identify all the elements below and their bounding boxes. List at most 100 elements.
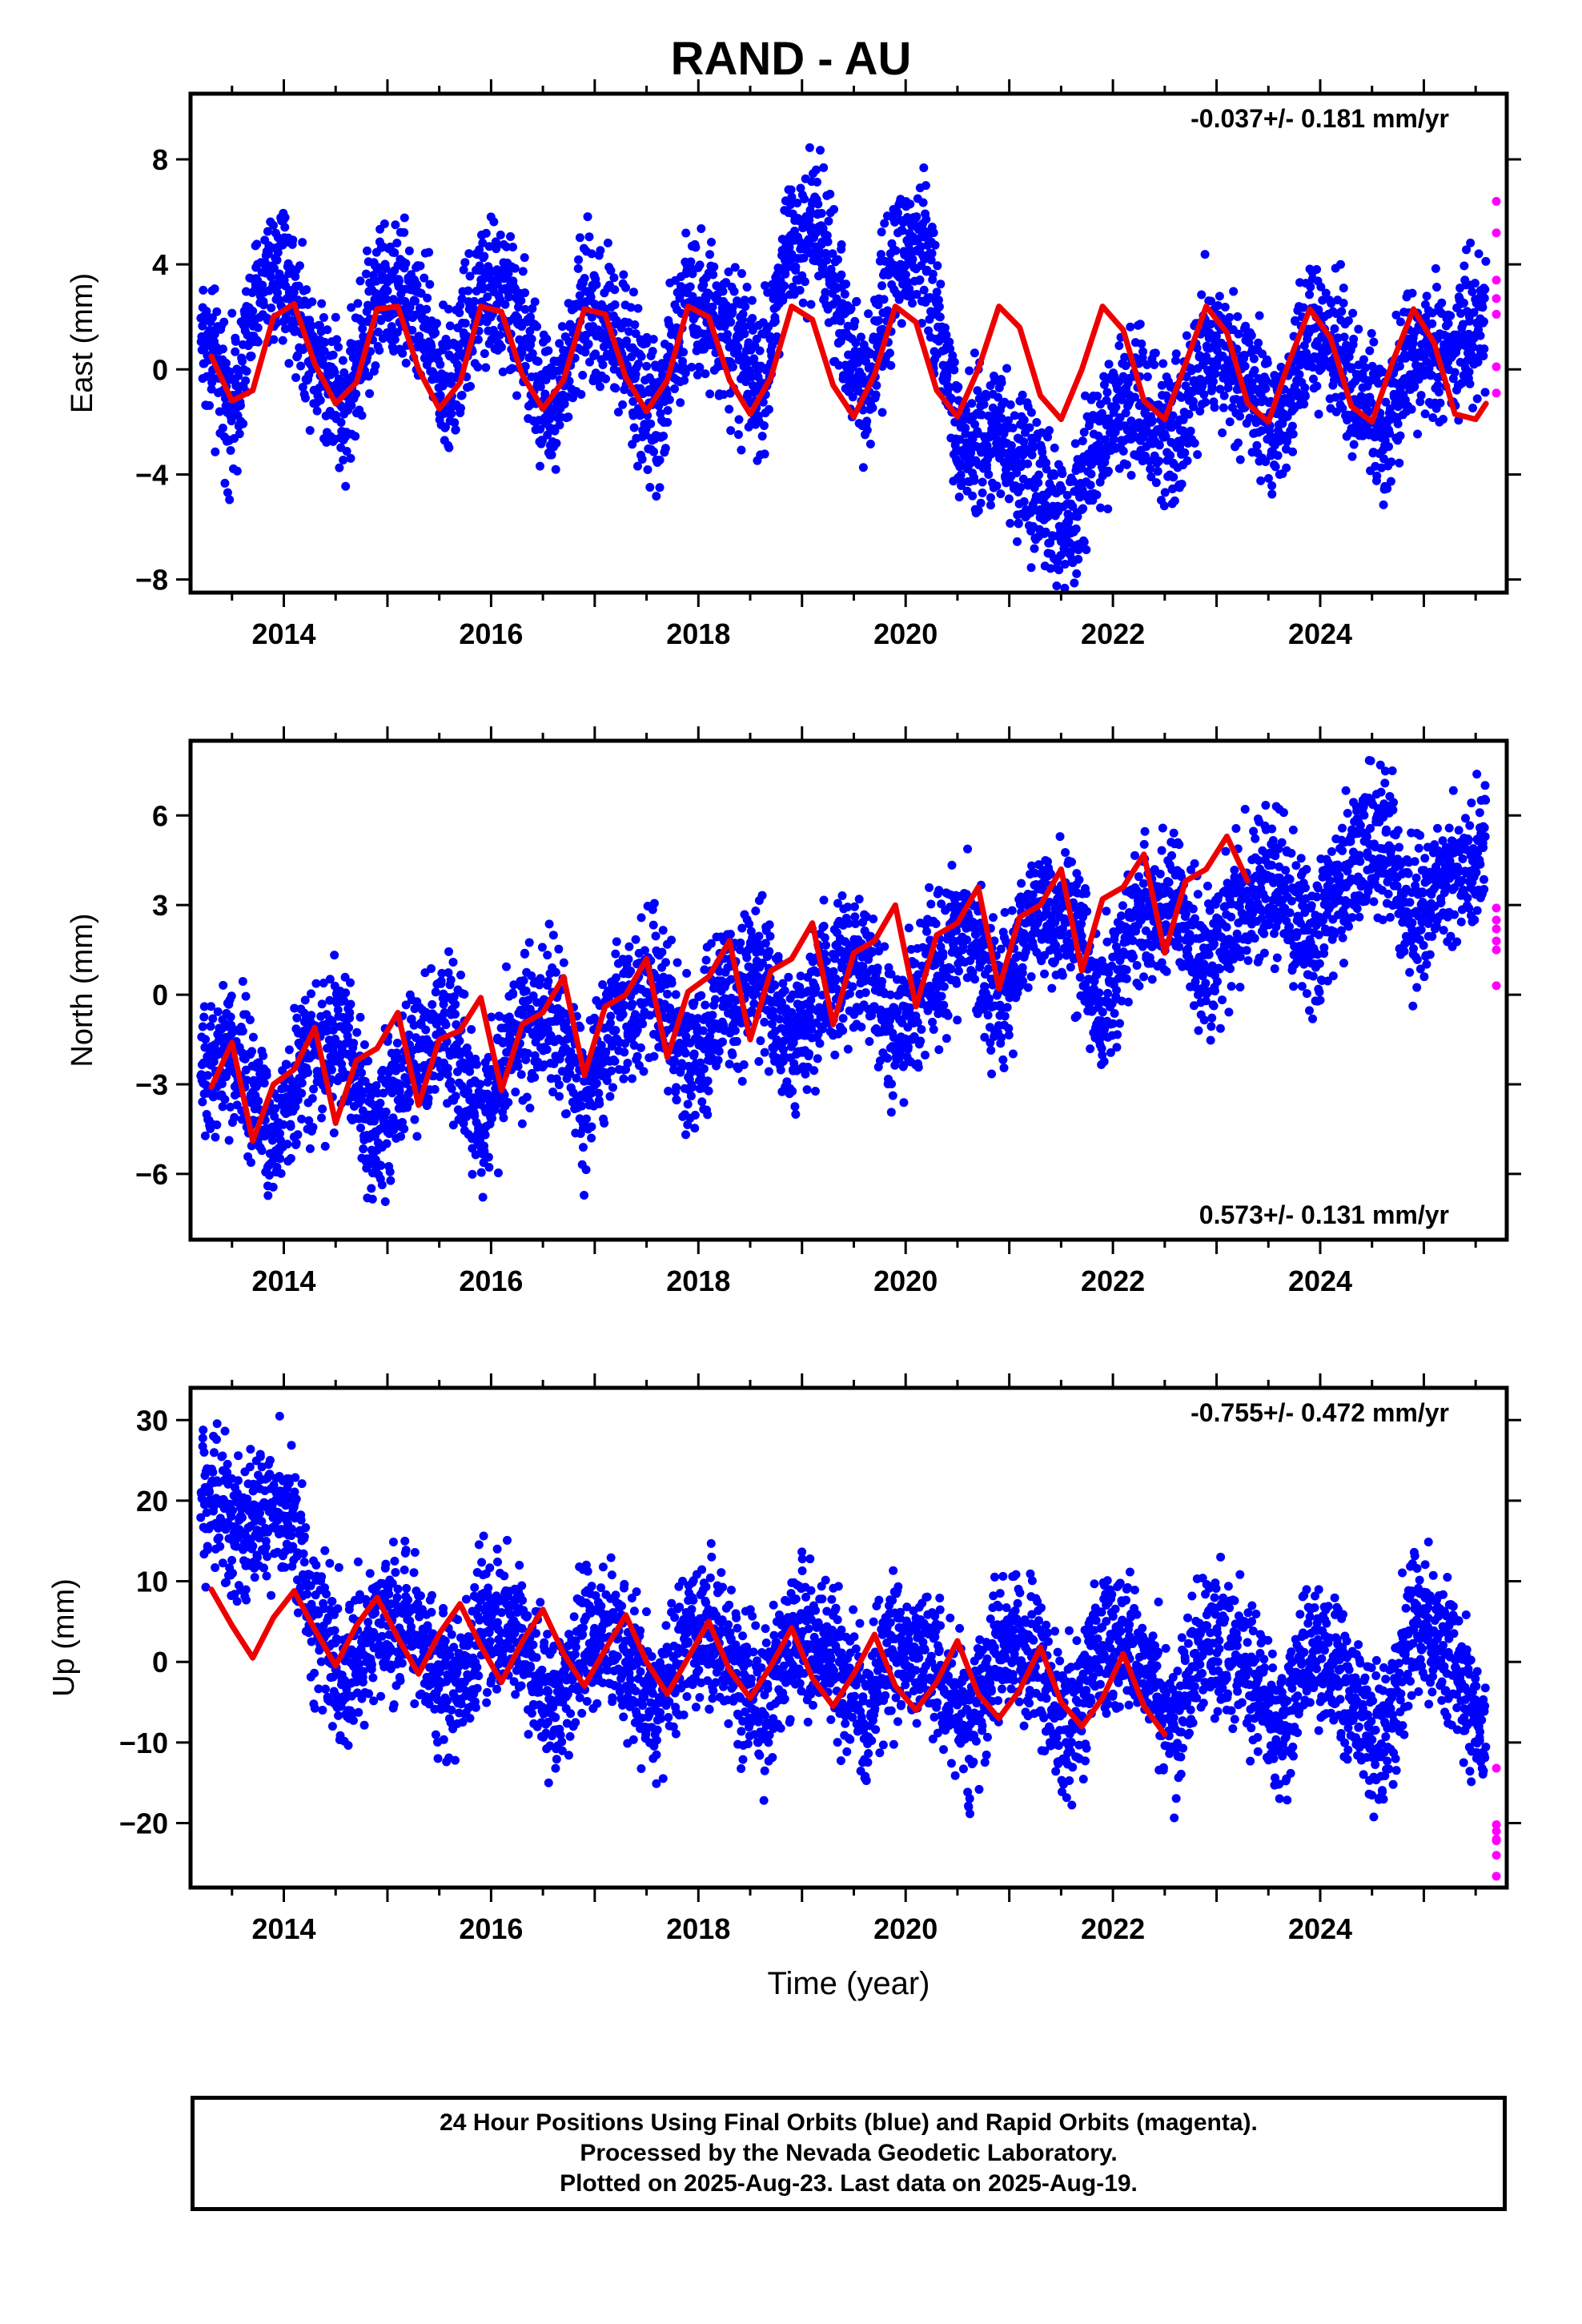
final-point	[965, 366, 974, 376]
final-point	[309, 1084, 319, 1094]
final-point	[203, 1071, 212, 1080]
final-point	[765, 334, 775, 344]
final-point	[1215, 292, 1224, 301]
final-point	[401, 259, 411, 268]
final-point	[199, 1002, 209, 1011]
final-point	[633, 304, 643, 313]
final-point	[219, 317, 229, 327]
final-point	[386, 1176, 396, 1185]
final-point	[1180, 448, 1190, 457]
final-point	[725, 404, 734, 414]
final-point	[648, 347, 657, 356]
final-point	[934, 302, 944, 312]
final-point	[879, 295, 889, 304]
final-point	[527, 334, 536, 344]
final-point	[874, 316, 884, 325]
final-point	[473, 335, 483, 344]
final-point	[307, 321, 316, 331]
final-point	[864, 309, 873, 319]
final-point	[259, 1079, 269, 1088]
final-point	[592, 279, 601, 289]
final-point	[1464, 367, 1474, 376]
final-point	[1193, 450, 1203, 460]
final-point	[211, 1132, 220, 1142]
final-point	[760, 449, 769, 459]
final-point	[1420, 409, 1430, 419]
final-point	[805, 143, 814, 152]
final-point	[1299, 400, 1309, 409]
final-point	[868, 403, 877, 412]
final-point	[1182, 331, 1191, 340]
final-point	[738, 309, 748, 319]
final-point	[1416, 391, 1426, 400]
final-point	[813, 199, 823, 209]
final-point	[833, 255, 842, 264]
final-point	[427, 963, 436, 973]
final-point	[267, 304, 276, 313]
final-point	[341, 988, 351, 998]
final-point	[934, 296, 943, 305]
final-point	[1034, 470, 1044, 480]
final-point	[358, 324, 367, 333]
final-point	[932, 287, 942, 297]
final-point	[978, 489, 987, 498]
final-point	[297, 1114, 307, 1124]
final-point	[1299, 303, 1308, 312]
final-point	[1041, 527, 1050, 537]
final-point	[396, 1063, 406, 1072]
final-point	[425, 279, 435, 289]
final-point	[439, 999, 448, 1009]
final-point	[663, 417, 673, 427]
final-point	[441, 335, 451, 344]
final-point	[430, 1084, 440, 1094]
final-point	[359, 1144, 368, 1154]
final-point	[1431, 263, 1440, 273]
final-point	[296, 361, 306, 371]
final-point	[1314, 409, 1323, 419]
final-point	[1250, 365, 1259, 375]
final-point	[1271, 462, 1280, 472]
final-point	[542, 334, 552, 344]
final-point	[1365, 346, 1375, 356]
final-point	[387, 322, 396, 332]
rapid-point	[1492, 388, 1501, 398]
final-point	[496, 343, 506, 352]
final-point	[984, 470, 994, 480]
final-point	[636, 352, 646, 361]
final-point	[693, 370, 702, 380]
final-point	[1333, 333, 1343, 343]
final-point	[587, 249, 596, 259]
final-point	[1218, 428, 1227, 438]
final-point	[371, 1081, 381, 1091]
final-point	[392, 238, 402, 247]
final-point	[1153, 466, 1162, 476]
final-point	[950, 357, 959, 367]
final-point	[1025, 423, 1034, 432]
final-point	[1401, 353, 1411, 363]
final-point	[459, 265, 468, 275]
final-point	[734, 415, 744, 424]
final-point	[1198, 381, 1207, 391]
final-point	[1094, 431, 1103, 440]
final-point	[601, 374, 611, 384]
final-point	[210, 284, 219, 294]
y-tick-label: 0	[152, 353, 168, 386]
final-point	[405, 1097, 415, 1107]
final-point	[1424, 364, 1434, 373]
final-point	[1019, 497, 1029, 506]
final-point	[1252, 440, 1262, 450]
final-point	[1202, 352, 1211, 361]
final-point	[584, 357, 594, 367]
final-point	[373, 328, 383, 337]
final-point	[1094, 440, 1104, 449]
final-point	[908, 255, 917, 264]
final-point	[1225, 417, 1235, 427]
final-point	[1413, 429, 1423, 439]
final-point	[375, 345, 384, 355]
final-point	[1291, 316, 1300, 326]
final-point	[1052, 581, 1062, 591]
final-point	[523, 1048, 532, 1058]
final-point	[533, 356, 543, 366]
rapid-point	[1492, 294, 1501, 304]
final-point	[392, 1039, 402, 1048]
